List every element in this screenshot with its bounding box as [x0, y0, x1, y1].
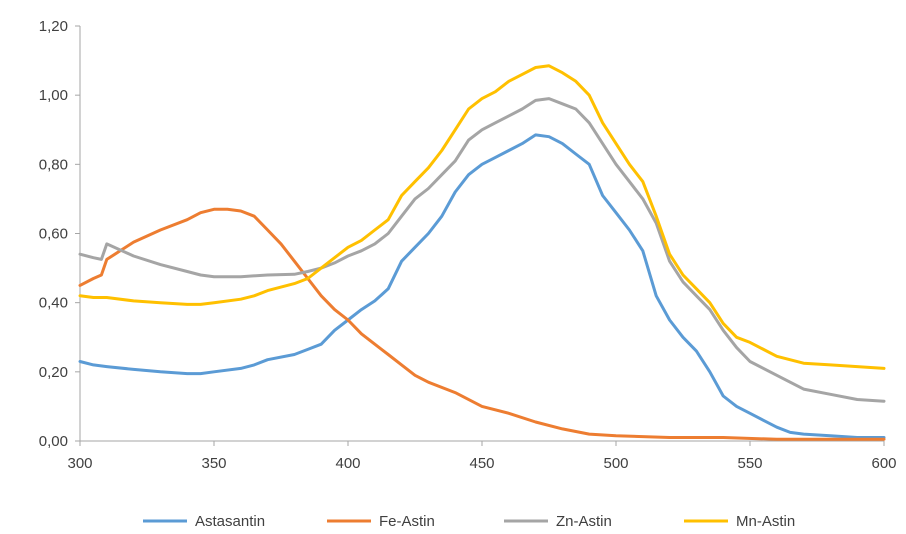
legend-label: Fe-Astin: [379, 513, 435, 530]
x-tick-label: 450: [469, 455, 494, 472]
x-tick-label: 550: [737, 455, 762, 472]
x-tick-label: 350: [201, 455, 226, 472]
x-tick-label: 400: [335, 455, 360, 472]
x-tick-label: 600: [871, 455, 896, 472]
y-tick-label: 0,80: [39, 156, 68, 173]
x-tick-label: 500: [603, 455, 628, 472]
y-tick-label: 0,00: [39, 433, 68, 450]
legend: Astasantin Fe-Astin Zn-Astin Mn-Astin: [143, 513, 795, 530]
legend-item-astasantin: Astasantin: [143, 513, 265, 530]
legend-label: Zn-Astin: [556, 513, 612, 530]
legend-item-zn-astin: Zn-Astin: [504, 513, 612, 530]
y-tick-label: 1,00: [39, 87, 68, 104]
y-tick-label: 0,20: [39, 364, 68, 381]
y-axis: 0,00 0,20 0,40 0,60 0,80 1,00 1,20: [39, 18, 81, 450]
y-tick-label: 1,20: [39, 18, 68, 35]
legend-label: Astasantin: [195, 513, 265, 530]
y-tick-label: 0,60: [39, 226, 68, 243]
series-line-astasantin: [78, 133, 886, 439]
legend-item-mn-astin: Mn-Astin: [684, 513, 795, 530]
series-line-mn-astin: [78, 64, 886, 370]
x-tick-label: 300: [67, 455, 92, 472]
series-line-zn-astin: [78, 97, 886, 403]
legend-label: Mn-Astin: [736, 513, 795, 530]
x-axis: 300 350 400 450 500 550 600: [67, 440, 897, 472]
plot-series: [78, 64, 886, 441]
y-tick-label: 0,40: [39, 295, 68, 312]
legend-item-fe-astin: Fe-Astin: [327, 513, 435, 530]
series-line-fe-astin: [78, 207, 886, 441]
